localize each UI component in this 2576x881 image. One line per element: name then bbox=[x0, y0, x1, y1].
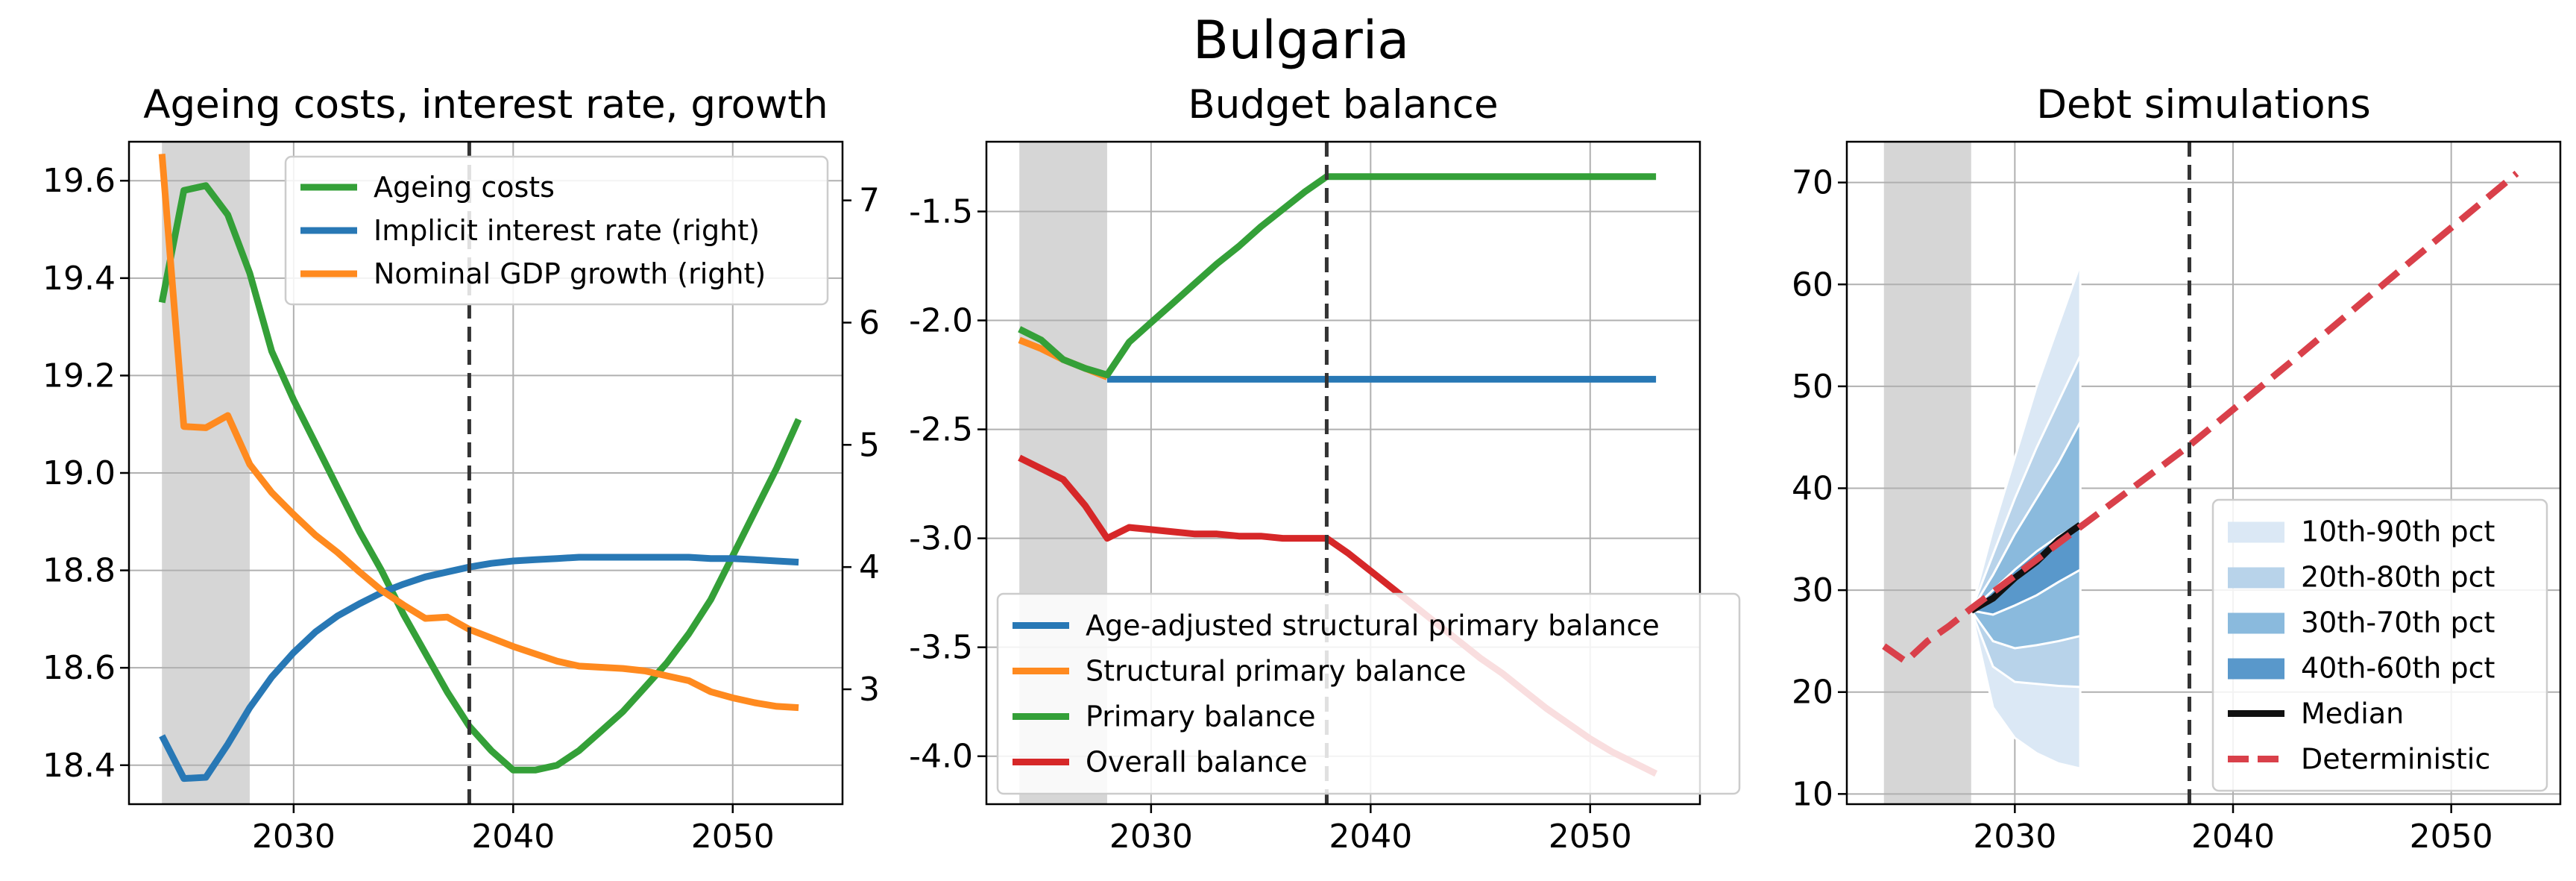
legend-label: Primary balance bbox=[1086, 700, 1316, 733]
legend-box bbox=[996, 592, 1741, 795]
y-tick-label: 19.4 bbox=[42, 260, 116, 298]
legend-swatch bbox=[2228, 521, 2284, 543]
y-tick-label: 19.0 bbox=[42, 454, 116, 492]
panel-title: Debt simulations bbox=[2036, 82, 2371, 128]
series-line-0 bbox=[158, 182, 802, 774]
y-tick-label: 20 bbox=[1792, 674, 1833, 712]
x-tick-label: 2030 bbox=[252, 818, 336, 856]
series-line-2 bbox=[158, 154, 799, 712]
x-tick-label: 2040 bbox=[2191, 818, 2275, 856]
y-tick-label: 19.6 bbox=[42, 162, 116, 200]
legend: Age-adjusted structural primary balance S… bbox=[996, 592, 1741, 795]
plot-area bbox=[1882, 170, 2519, 771]
panel-title: Ageing costs, interest rate, growth bbox=[143, 82, 828, 128]
legend-label: Deterministic bbox=[2301, 743, 2490, 776]
y-tick-label: 30 bbox=[1792, 571, 1833, 609]
x-tick-label: 2030 bbox=[1973, 818, 2056, 856]
y-right-tick-label: 3 bbox=[859, 671, 880, 709]
y-tick-label: 18.8 bbox=[42, 552, 116, 590]
y-tick-label: 40 bbox=[1792, 469, 1833, 507]
x-tick-label: 2050 bbox=[2410, 818, 2493, 856]
x-tick-label: 2040 bbox=[1329, 818, 1412, 856]
y-right-tick-label: 4 bbox=[859, 548, 880, 586]
y-tick-label: -1.5 bbox=[909, 192, 973, 231]
y-tick-label: -2.0 bbox=[909, 302, 973, 340]
legend-label: Overall balance bbox=[1086, 746, 1308, 779]
legend-label: 20th-80th pct bbox=[2301, 561, 2495, 594]
legend-box bbox=[284, 155, 829, 306]
y-tick-label: -4.0 bbox=[909, 738, 973, 776]
axes-frame bbox=[985, 140, 1701, 806]
legend-label: Implicit interest rate (right) bbox=[374, 214, 760, 247]
y-tick-label: -3.5 bbox=[909, 629, 973, 667]
figure-title: Bulgaria bbox=[1193, 10, 1409, 71]
legend-label: 30th-70th pct bbox=[2301, 606, 2495, 639]
y-tick-label: 60 bbox=[1792, 266, 1833, 304]
legend: 10th-90th pct 20th-80th pct 30th-70th pct 4… bbox=[2211, 498, 2548, 792]
legend-label: Age-adjusted structural primary balance bbox=[1086, 609, 1660, 642]
legend-swatch bbox=[2228, 612, 2284, 634]
panel-2: Budget balance 2030 2040 2050 -4.0 -3.5 -3.0 -2… bbox=[909, 82, 1741, 856]
y-tick-label: -2.5 bbox=[909, 411, 973, 449]
y-tick-label: 19.2 bbox=[42, 357, 116, 395]
legend-swatch bbox=[2228, 567, 2284, 589]
legend-label: Nominal GDP growth (right) bbox=[374, 257, 766, 290]
legend-box bbox=[2211, 498, 2548, 792]
y-right-tick-label: 5 bbox=[859, 426, 880, 464]
panel-1: Ageing costs, interest rate, growth 2030 2… bbox=[42, 82, 880, 856]
x-tick-label: 2040 bbox=[471, 818, 555, 856]
x-tick-label: 2030 bbox=[1109, 818, 1193, 856]
legend-swatch bbox=[2228, 658, 2284, 680]
y-tick-label: 50 bbox=[1792, 368, 1833, 406]
legend-label: Structural primary balance bbox=[1086, 655, 1467, 688]
x-tick-label: 2050 bbox=[691, 818, 775, 856]
y-right-tick-label: 7 bbox=[859, 182, 880, 220]
series-line-2 bbox=[1018, 173, 1657, 379]
plot-area bbox=[158, 154, 802, 783]
y-tick-label: 18.6 bbox=[42, 649, 116, 687]
axes-frame bbox=[1845, 140, 2562, 806]
legend: Ageing costs Implicit interest rate (righ… bbox=[284, 155, 829, 306]
legend-label: 10th-90th pct bbox=[2301, 515, 2495, 548]
y-tick-label: -3.0 bbox=[909, 520, 973, 558]
y-right-tick-label: 6 bbox=[859, 304, 880, 342]
y-tick-label: 18.4 bbox=[42, 747, 116, 785]
y-tick-label: 10 bbox=[1792, 775, 1833, 813]
series-line-1 bbox=[1882, 170, 2519, 665]
legend-label: Ageing costs bbox=[374, 171, 555, 204]
x-tick-label: 2050 bbox=[1549, 818, 1632, 856]
panel-title: Budget balance bbox=[1188, 82, 1498, 128]
legend-label: 40th-60th pct bbox=[2301, 652, 2495, 685]
series-line-1 bbox=[159, 554, 799, 783]
legend-label: Median bbox=[2301, 697, 2404, 730]
shaded-projection-start bbox=[1883, 142, 1971, 804]
y-tick-label: 70 bbox=[1792, 164, 1833, 202]
